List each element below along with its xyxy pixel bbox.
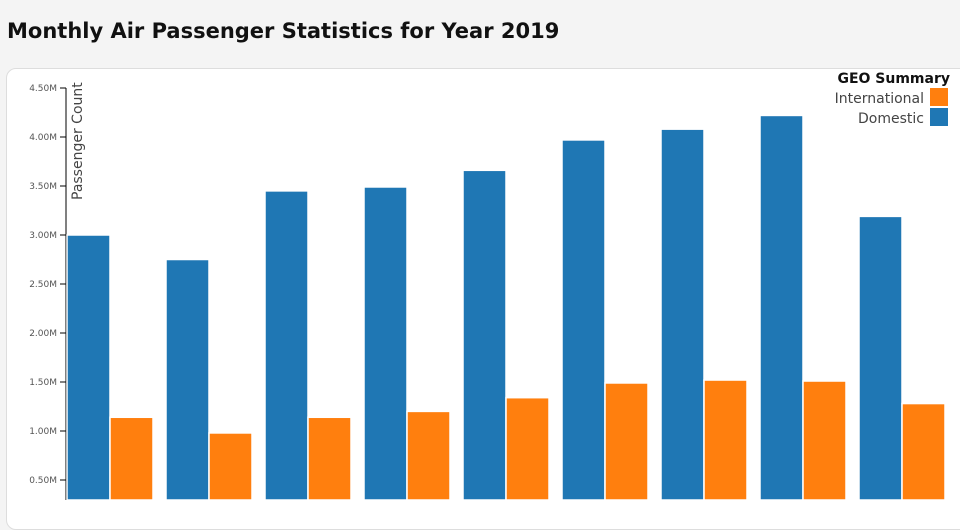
y-tick-label: 0.50M [29, 476, 57, 486]
bar-international-1[interactable] [109, 416, 154, 500]
y-tick-label: 3.50M [29, 182, 57, 192]
y-tick-label: 1.50M [29, 378, 57, 388]
page-title: Monthly Air Passenger Statistics for Yea… [7, 19, 560, 43]
bar-international-4[interactable] [406, 410, 451, 500]
y-tick-label: 3.00M [29, 231, 57, 241]
legend-swatch-international [930, 88, 948, 106]
bar-international-7[interactable] [703, 379, 748, 500]
bar-domestic-3[interactable] [264, 190, 309, 500]
legend: GEO Summary International Domestic [835, 71, 950, 127]
y-tick-label: 2.00M [29, 329, 57, 339]
bar-international-2[interactable] [208, 432, 253, 500]
bar-domestic-9[interactable] [858, 215, 903, 500]
bar-domestic-2[interactable] [165, 258, 210, 501]
bar-domestic-8[interactable] [759, 114, 804, 500]
bar-international-8[interactable] [802, 380, 847, 500]
bar-international-9[interactable] [901, 402, 946, 500]
y-tick-label: 1.00M [29, 427, 57, 437]
bar-domestic-7[interactable] [660, 128, 705, 500]
bar-domestic-1[interactable] [66, 234, 111, 500]
y-axis: 0.50M 1.00M 1.50M 2.00M 2.50M 3.00M 3.50M 4.00M… [29, 84, 67, 500]
y-axis-label: Passenger Count [70, 82, 86, 200]
bar-international-3[interactable] [307, 416, 352, 500]
y-tick-label: 4.50M [29, 84, 57, 94]
bars [66, 114, 946, 501]
legend-title: GEO Summary [837, 71, 950, 87]
bar-international-6[interactable] [604, 382, 649, 500]
legend-label-domestic: Domestic [858, 111, 924, 127]
bar-chart: 0.50M 1.00M 1.50M 2.00M 2.50M 3.00M 3.50M 4.00M… [29, 71, 950, 501]
bar-domestic-5[interactable] [462, 169, 507, 500]
y-tick-label: 4.00M [29, 133, 57, 143]
bar-domestic-6[interactable] [561, 139, 606, 500]
legend-label-international: International [835, 91, 924, 107]
legend-swatch-domestic [930, 108, 948, 126]
y-tick-label: 2.50M [29, 280, 57, 290]
bar-domestic-4[interactable] [363, 186, 408, 500]
bar-international-5[interactable] [505, 396, 550, 500]
